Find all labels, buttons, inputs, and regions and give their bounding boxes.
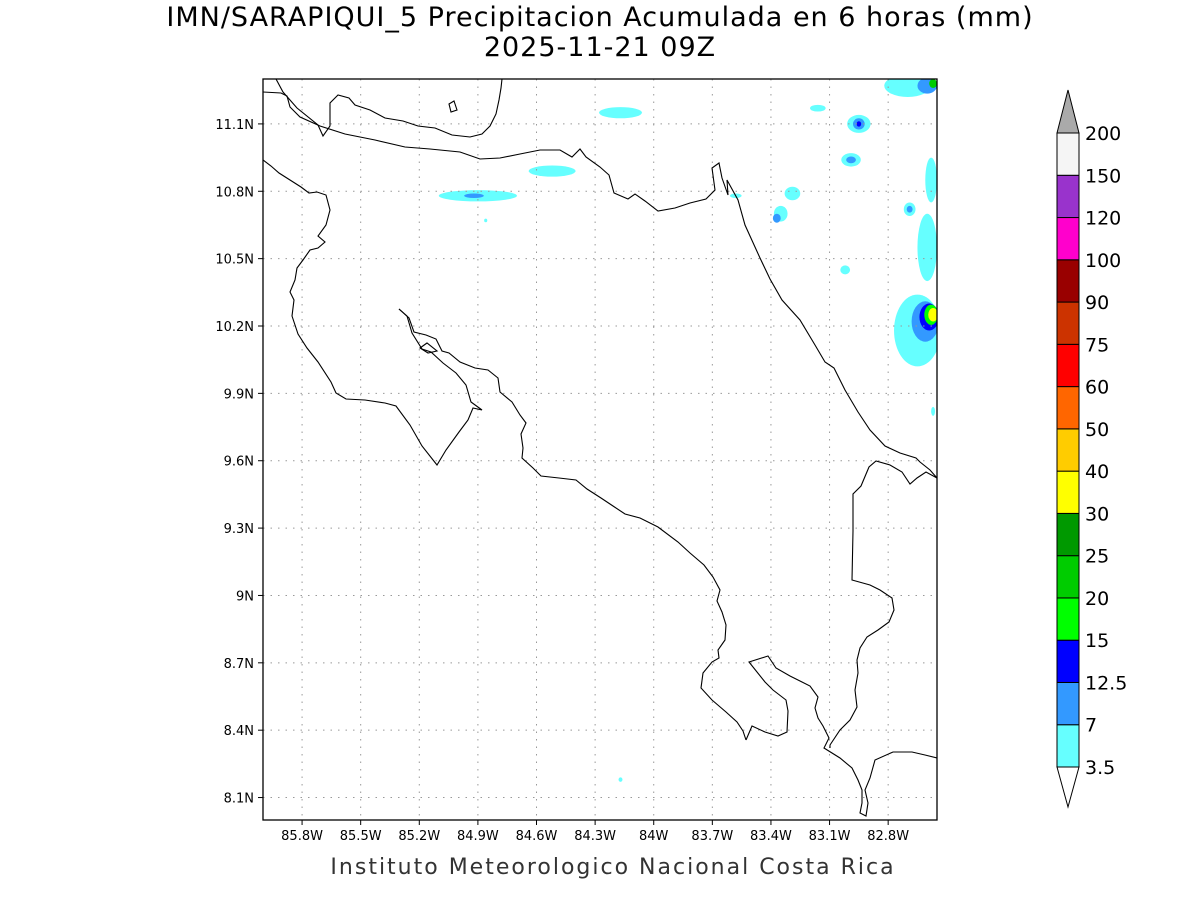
colorbar-label-30: 30	[1085, 503, 1109, 525]
colorbar-label-60: 60	[1085, 377, 1109, 399]
colorbar-box-75	[1056, 301, 1080, 345]
colorbar-label-12.5: 12.5	[1085, 672, 1127, 694]
precip-cell-20	[925, 157, 937, 203]
colorbar-box-7	[1056, 681, 1080, 726]
precip-cell-13	[846, 156, 856, 164]
colorbar-label-100: 100	[1085, 250, 1121, 272]
precip-cell-19	[917, 213, 937, 282]
precip-cell-16	[929, 79, 937, 88]
lon-tick-label-0: 85.8W	[281, 829, 323, 844]
lat-tick-label-6: 9.9N	[224, 387, 254, 402]
lat-tick-label-7: 10.2N	[215, 320, 254, 335]
precip-cell-21	[840, 265, 851, 275]
precip-cell-6	[772, 213, 781, 223]
chart-subtitle-datetime: 2025-11-21 09Z	[483, 32, 717, 63]
colorbar-box-150	[1056, 132, 1080, 176]
footer-credit: Instituto Meteorologico Nacional Costa R…	[330, 855, 896, 880]
colorbar-label-150: 150	[1085, 165, 1121, 187]
lon-tick-label-10: 82.8W	[867, 829, 909, 844]
lat-tick-label-4: 9.3N	[224, 522, 254, 537]
colorbar-label-200: 200	[1085, 123, 1121, 145]
colorbar-box-12.5	[1056, 639, 1080, 683]
colorbar-box-30	[1056, 470, 1080, 514]
coastline-layer	[263, 79, 937, 817]
precip-cell-7	[810, 104, 826, 112]
lon-tick-label-9: 83.1W	[809, 829, 851, 844]
colorbar-box-3.5	[1056, 724, 1080, 768]
lake-island	[448, 100, 458, 113]
panama-border	[829, 460, 937, 748]
lat-lon-gridlines	[263, 79, 937, 820]
lon-tick-label-2: 85.2W	[398, 829, 440, 844]
precipitation-colorbar-legend: 3.5 7 12.5 15 20 25 30 40 50 60 75 90 100 120 150 200	[1056, 89, 1127, 809]
lat-tick-label-3: 9N	[236, 589, 254, 604]
colorbar-label-40: 40	[1085, 461, 1109, 483]
lon-tick-label-6: 84W	[639, 829, 669, 844]
precipitation-shading-layer	[438, 79, 937, 782]
lat-tick-label-5: 9.6N	[224, 455, 254, 470]
colorbar-box-100	[1056, 217, 1080, 261]
lat-tick-label-1: 8.4N	[224, 724, 254, 739]
lat-tick-label-0: 8.1N	[224, 792, 254, 807]
colorbar-label-120: 120	[1085, 208, 1121, 230]
gulf-nicoya-coast	[398, 308, 747, 741]
precip-cell-26	[928, 308, 937, 322]
lat-tick-label-10: 11.1N	[215, 118, 254, 133]
precip-cell-29	[484, 218, 488, 223]
precip-cell-28	[618, 777, 623, 782]
lat-tick-label-8: 10.5N	[215, 253, 254, 268]
precip-cell-11	[856, 121, 862, 127]
colorbar-box-50	[1056, 386, 1080, 430]
longitude-axis: 85.8W 85.5W 85.2W 84.9W 84.6W 84.3W 84W 83.7W 83…	[281, 820, 909, 844]
precip-cell-3	[599, 107, 643, 119]
precip-cell-4	[784, 186, 801, 201]
lon-tick-label-1: 85.5W	[340, 829, 382, 844]
colorbar-label-90: 90	[1085, 292, 1109, 314]
colorbar-label-15: 15	[1085, 630, 1109, 652]
colorbar-box-20	[1056, 555, 1080, 599]
colorbar-below-range-arrow	[1056, 766, 1080, 809]
colorbar-box-15	[1056, 597, 1080, 641]
precip-cell-18	[906, 205, 913, 213]
latitude-axis: 8.1N 8.4N 8.7N 9N 9.3N 9.6N 9.9N 10.2N 10.5N 10.8…	[215, 118, 263, 807]
colorbar-box-120	[1056, 174, 1080, 219]
colorbar-label-7: 7	[1085, 715, 1097, 737]
colorbar-box-60	[1056, 343, 1080, 388]
precip-cell-27	[931, 406, 936, 416]
colorbar-box-90	[1056, 259, 1080, 303]
colorbar-above-range-arrow	[1056, 89, 1080, 134]
colorbar-label-3.5: 3.5	[1085, 757, 1115, 779]
precip-cell-1	[464, 193, 484, 199]
colorbar-label-50: 50	[1085, 419, 1109, 441]
lake-nicaragua-shoreline	[275, 79, 503, 138]
colorbar-label-20: 20	[1085, 588, 1109, 610]
chira-island	[419, 342, 439, 354]
chart-title: IMN/SARAPIQUI_5 Precipitacion Acumulada …	[166, 2, 1034, 33]
lon-tick-label-3: 84.9W	[457, 829, 499, 844]
lat-tick-label-9: 10.8N	[215, 185, 254, 200]
colorbar-box-40	[1056, 428, 1080, 472]
northern-pacific-coast	[263, 159, 483, 466]
precip-cell-2	[528, 165, 576, 177]
lon-tick-label-7: 83.7W	[691, 829, 733, 844]
plot-frame	[262, 78, 938, 821]
colorbar-box-25	[1056, 512, 1080, 557]
lon-tick-label-8: 83.4W	[750, 829, 792, 844]
colorbar-label-25: 25	[1085, 546, 1109, 568]
lon-tick-label-4: 84.6W	[516, 829, 558, 844]
northern-border-and-caribbean-coast	[263, 91, 937, 479]
osa-peninsula-coast	[745, 655, 937, 817]
lon-tick-label-5: 84.3W	[574, 829, 616, 844]
colorbar-label-75: 75	[1085, 334, 1109, 356]
lat-tick-label-2: 8.7N	[224, 657, 254, 672]
